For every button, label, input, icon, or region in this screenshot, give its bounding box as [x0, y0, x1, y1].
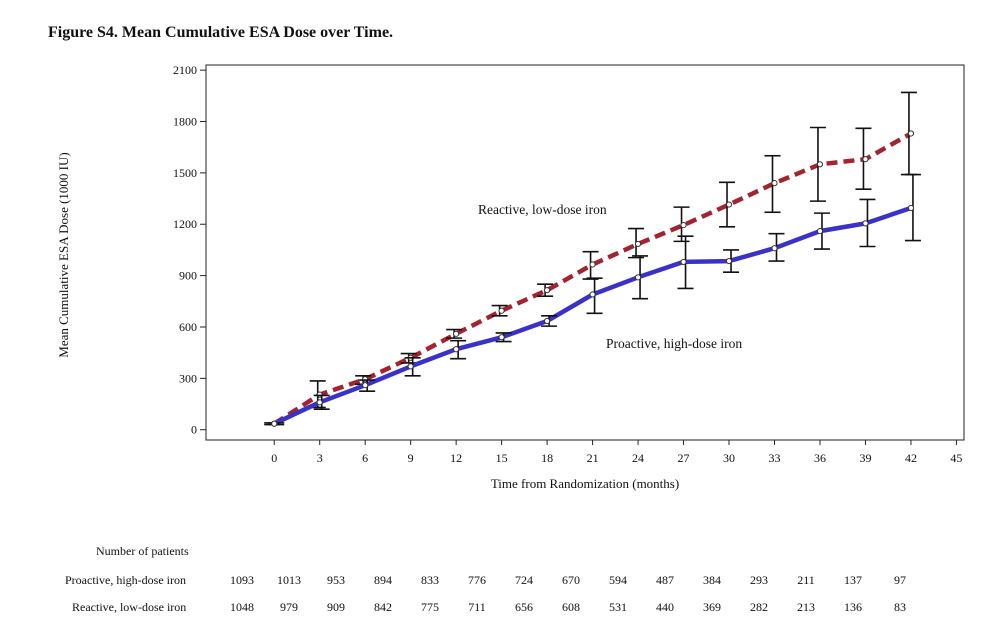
- data-point: [453, 330, 460, 337]
- data-point: [316, 399, 323, 406]
- y-tick-label: 300: [179, 371, 197, 385]
- plot-frame: [205, 64, 965, 441]
- series-reactive: [264, 91, 917, 427]
- y-tick-label: 2100: [173, 63, 197, 77]
- data-point: [816, 227, 824, 235]
- y-tick-label: 900: [179, 269, 197, 283]
- x-tick-label: 21: [587, 451, 599, 465]
- x-tick-label: 42: [905, 451, 917, 465]
- y-axis-title: Mean Cumulative ESA Dose (1000 IU): [56, 152, 71, 357]
- x-tick-label: 0: [271, 451, 277, 465]
- y-tick-label: 1200: [173, 217, 197, 231]
- data-point: [725, 201, 733, 208]
- data-point: [589, 261, 596, 268]
- data-point: [362, 382, 369, 389]
- data-point: [771, 180, 778, 187]
- y-tick-label: 1500: [173, 166, 197, 180]
- x-tick-label: 12: [450, 451, 462, 465]
- x-tick-label: 3: [317, 451, 323, 465]
- series-proactive: [268, 173, 921, 427]
- x-tick-label: 36: [814, 451, 826, 465]
- data-point: [680, 258, 687, 266]
- y-tick-label: 1800: [173, 115, 197, 129]
- x-tick-label: 27: [678, 451, 690, 465]
- data-point: [453, 346, 460, 353]
- data-point: [816, 161, 824, 168]
- series-line: [272, 131, 913, 426]
- data-point: [680, 222, 687, 229]
- x-axis-title: Time from Randomization (months): [491, 476, 679, 491]
- data-point: [907, 130, 915, 137]
- data-point: [634, 240, 642, 248]
- data-point: [498, 307, 505, 314]
- data-point: [771, 245, 778, 252]
- figure-title: Figure S4. Mean Cumulative ESA Dose over…: [48, 24, 394, 41]
- y-tick-label: 0: [191, 423, 197, 437]
- x-tick-label: 15: [496, 451, 508, 465]
- data-point: [862, 156, 869, 163]
- data-point: [271, 420, 278, 427]
- data-point: [544, 317, 551, 325]
- data-point: [862, 220, 869, 227]
- x-tick-label: 24: [632, 451, 644, 465]
- series-label-proactive: Proactive, high-dose iron: [606, 336, 742, 351]
- series-layer: [264, 91, 921, 427]
- data-point: [407, 363, 414, 370]
- x-tick-label: 39: [859, 451, 871, 465]
- data-point: [725, 257, 733, 265]
- x-tick-label: 33: [769, 451, 781, 465]
- data-point: [634, 274, 642, 281]
- data-point: [589, 291, 596, 298]
- y-tick-label: 600: [179, 320, 197, 334]
- data-point: [544, 287, 551, 294]
- x-tick-label: 30: [723, 451, 735, 465]
- x-tick-label: 6: [362, 451, 368, 465]
- series-label-reactive: Reactive, low-dose iron: [478, 202, 607, 217]
- data-point: [907, 204, 915, 212]
- x-tick-label: 9: [408, 451, 414, 465]
- x-tick-label: 45: [950, 451, 962, 465]
- data-point: [498, 334, 505, 341]
- x-tick-label: 18: [541, 451, 553, 465]
